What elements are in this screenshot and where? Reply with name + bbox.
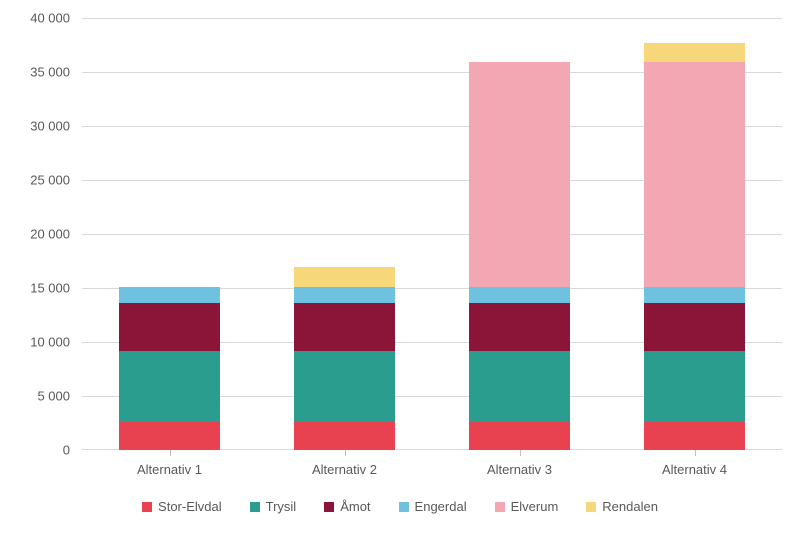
legend-item: Elverum	[495, 498, 559, 514]
y-tick-label: 25 000	[0, 173, 70, 188]
bar-segment	[119, 303, 221, 351]
x-tick-label: Alternativ 2	[312, 462, 377, 477]
bar	[294, 18, 396, 450]
bar-segment	[644, 303, 746, 351]
bar-segment	[294, 267, 396, 286]
bar-segment	[119, 351, 221, 422]
x-tick-mark	[695, 450, 696, 456]
y-tick-label: 10 000	[0, 335, 70, 350]
x-tick-mark	[170, 450, 171, 456]
bar	[119, 18, 221, 450]
bar-segment	[644, 422, 746, 450]
y-tick-label: 5 000	[0, 389, 70, 404]
legend-swatch	[250, 502, 260, 512]
bar-segment	[469, 422, 571, 450]
legend-swatch	[586, 502, 596, 512]
legend-swatch	[324, 502, 334, 512]
legend-item: Engerdal	[399, 498, 467, 514]
y-tick-label: 0	[0, 443, 70, 458]
x-tick-mark	[345, 450, 346, 456]
x-tick-label: Alternativ 3	[487, 462, 552, 477]
bar-segment	[294, 351, 396, 422]
y-tick-label: 35 000	[0, 65, 70, 80]
bar	[644, 18, 746, 450]
legend-label: Åmot	[340, 499, 370, 514]
legend-item: Åmot	[324, 498, 370, 514]
bar-segment	[119, 287, 221, 303]
legend-label: Stor-Elvdal	[158, 499, 222, 514]
legend-label: Trysil	[266, 499, 297, 514]
bar-segment	[644, 287, 746, 303]
y-tick-label: 15 000	[0, 281, 70, 296]
bar-segment	[294, 422, 396, 450]
bar-segment	[469, 351, 571, 422]
legend-item: Rendalen	[586, 498, 658, 514]
legend-label: Rendalen	[602, 499, 658, 514]
y-tick-label: 40 000	[0, 11, 70, 26]
legend-item: Stor-Elvdal	[142, 498, 222, 514]
stacked-bar-chart: 0 5 000 10 000 15 000 20 000 25 000 30 000 35 0…	[0, 0, 800, 534]
bar	[469, 18, 571, 450]
legend-swatch	[142, 502, 152, 512]
bar-segment	[119, 422, 221, 450]
legend-swatch	[495, 502, 505, 512]
bar-segment	[294, 303, 396, 351]
y-tick-label: 20 000	[0, 227, 70, 242]
bar-segment	[644, 62, 746, 287]
bar-segment	[469, 303, 571, 351]
legend-swatch	[399, 502, 409, 512]
x-tick-label: Alternativ 4	[662, 462, 727, 477]
x-tick-mark	[520, 450, 521, 456]
x-tick-label: Alternativ 1	[137, 462, 202, 477]
bar-segment	[644, 43, 746, 62]
legend-label: Engerdal	[415, 499, 467, 514]
y-tick-label: 30 000	[0, 119, 70, 134]
legend: Stor-Elvdal Trysil Åmot Engerdal Elverum Rend…	[0, 498, 800, 514]
plot-area	[82, 18, 782, 450]
bar-segment	[644, 351, 746, 422]
bar-segment	[294, 287, 396, 303]
bar-segment	[469, 287, 571, 303]
legend-item: Trysil	[250, 498, 297, 514]
bar-segment	[469, 62, 571, 287]
legend-label: Elverum	[511, 499, 559, 514]
